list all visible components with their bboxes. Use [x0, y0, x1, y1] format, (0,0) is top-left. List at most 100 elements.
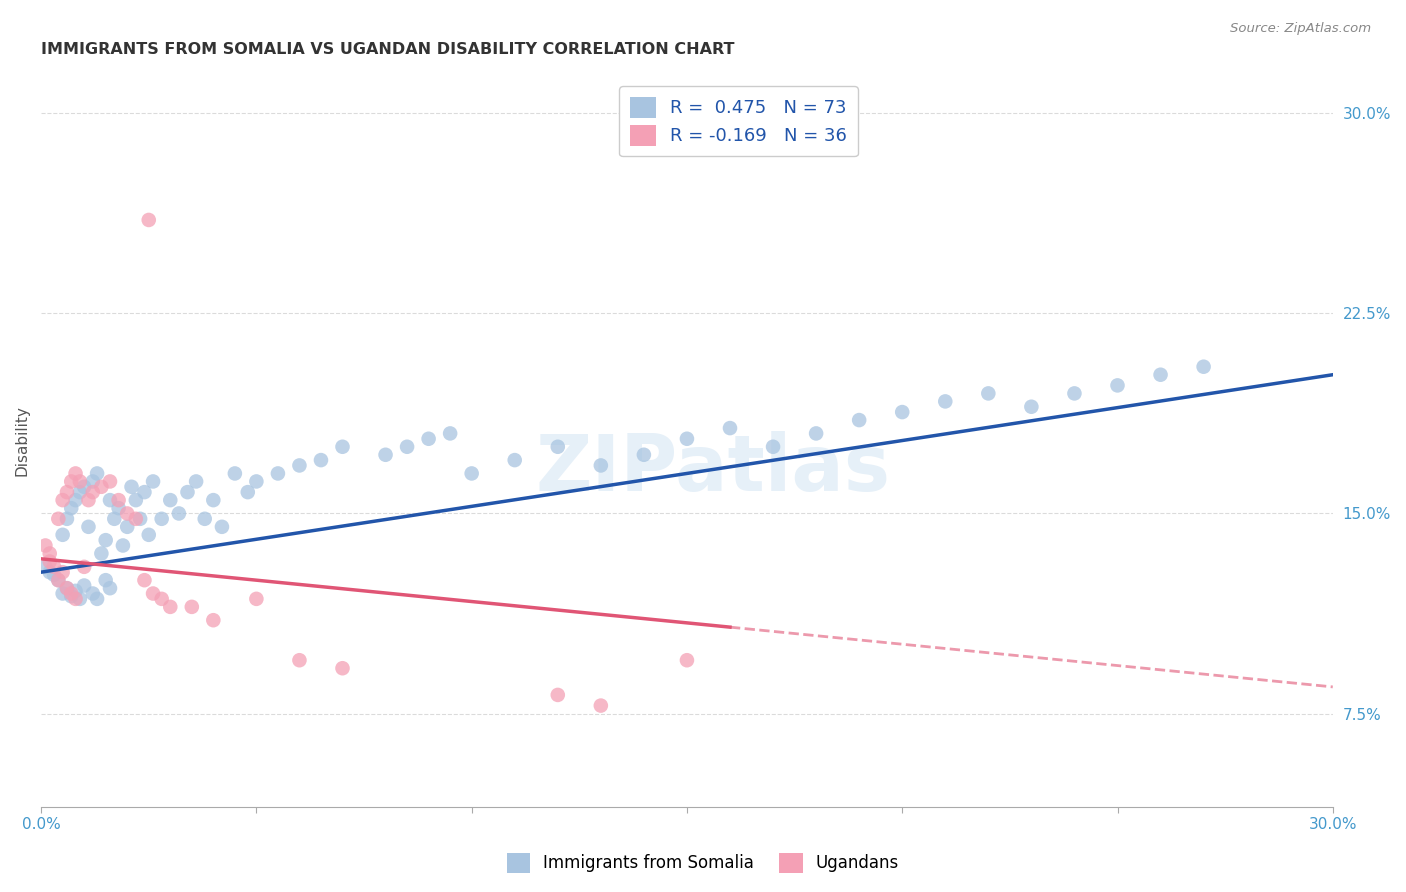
Point	[82, 586, 104, 600]
Point	[60, 586, 83, 600]
Point	[82, 485, 104, 500]
Point	[150, 591, 173, 606]
Point	[804, 426, 827, 441]
Point	[1192, 359, 1215, 374]
Text: IMMIGRANTS FROM SOMALIA VS UGANDAN DISABILITY CORRELATION CHART: IMMIGRANTS FROM SOMALIA VS UGANDAN DISAB…	[41, 42, 734, 57]
Point	[82, 475, 104, 489]
Point	[94, 533, 117, 548]
Point	[134, 573, 156, 587]
Point	[762, 440, 785, 454]
Point	[46, 512, 69, 526]
Point	[42, 567, 65, 582]
Point	[121, 480, 143, 494]
Point	[38, 554, 60, 568]
Point	[142, 475, 165, 489]
Point	[439, 426, 461, 441]
Point	[56, 512, 79, 526]
Point	[288, 653, 311, 667]
Point	[129, 512, 152, 526]
Point	[176, 485, 198, 500]
Legend: R =  0.475   N = 73, R = -0.169   N = 36: R = 0.475 N = 73, R = -0.169 N = 36	[620, 86, 858, 156]
Point	[676, 653, 699, 667]
Point	[69, 475, 91, 489]
Point	[77, 493, 100, 508]
Point	[396, 440, 419, 454]
Point	[934, 394, 956, 409]
Legend: Immigrants from Somalia, Ugandans: Immigrants from Somalia, Ugandans	[501, 847, 905, 880]
Point	[332, 440, 354, 454]
Point	[236, 485, 259, 500]
Point	[52, 528, 75, 542]
Point	[52, 565, 75, 579]
Point	[56, 581, 79, 595]
Point	[150, 512, 173, 526]
Point	[103, 512, 125, 526]
Point	[73, 578, 96, 592]
Point	[77, 520, 100, 534]
Point	[460, 467, 482, 481]
Point	[202, 493, 225, 508]
Point	[107, 493, 129, 508]
Point	[38, 547, 60, 561]
Point	[245, 475, 267, 489]
Point	[56, 581, 79, 595]
Point	[65, 583, 87, 598]
Point	[52, 493, 75, 508]
Point	[111, 539, 134, 553]
Text: Source: ZipAtlas.com: Source: ZipAtlas.com	[1230, 22, 1371, 36]
Point	[98, 475, 121, 489]
Point	[52, 586, 75, 600]
Point	[69, 485, 91, 500]
Point	[224, 467, 246, 481]
Y-axis label: Disability: Disability	[15, 405, 30, 475]
Point	[60, 501, 83, 516]
Point	[891, 405, 914, 419]
Point	[1021, 400, 1043, 414]
Point	[1063, 386, 1085, 401]
Point	[69, 591, 91, 606]
Point	[267, 467, 290, 481]
Text: ZIPatlas: ZIPatlas	[536, 432, 890, 508]
Point	[56, 485, 79, 500]
Point	[211, 520, 233, 534]
Point	[34, 559, 56, 574]
Point	[718, 421, 741, 435]
Point	[332, 661, 354, 675]
Point	[138, 213, 160, 227]
Point	[503, 453, 526, 467]
Point	[309, 453, 332, 467]
Point	[98, 581, 121, 595]
Point	[1107, 378, 1129, 392]
Point	[633, 448, 655, 462]
Point	[90, 480, 112, 494]
Point	[94, 573, 117, 587]
Point	[245, 591, 267, 606]
Point	[374, 448, 396, 462]
Point	[589, 458, 612, 473]
Point	[86, 467, 108, 481]
Point	[547, 440, 569, 454]
Point	[159, 493, 181, 508]
Point	[184, 475, 207, 489]
Point	[167, 507, 190, 521]
Point	[98, 493, 121, 508]
Point	[125, 493, 148, 508]
Point	[38, 565, 60, 579]
Point	[848, 413, 870, 427]
Point	[194, 512, 217, 526]
Point	[676, 432, 699, 446]
Point	[288, 458, 311, 473]
Point	[547, 688, 569, 702]
Point	[34, 539, 56, 553]
Point	[115, 507, 138, 521]
Point	[46, 573, 69, 587]
Point	[115, 520, 138, 534]
Point	[46, 573, 69, 587]
Point	[418, 432, 440, 446]
Point	[977, 386, 1000, 401]
Point	[60, 589, 83, 603]
Point	[134, 485, 156, 500]
Point	[65, 467, 87, 481]
Point	[73, 559, 96, 574]
Point	[1149, 368, 1171, 382]
